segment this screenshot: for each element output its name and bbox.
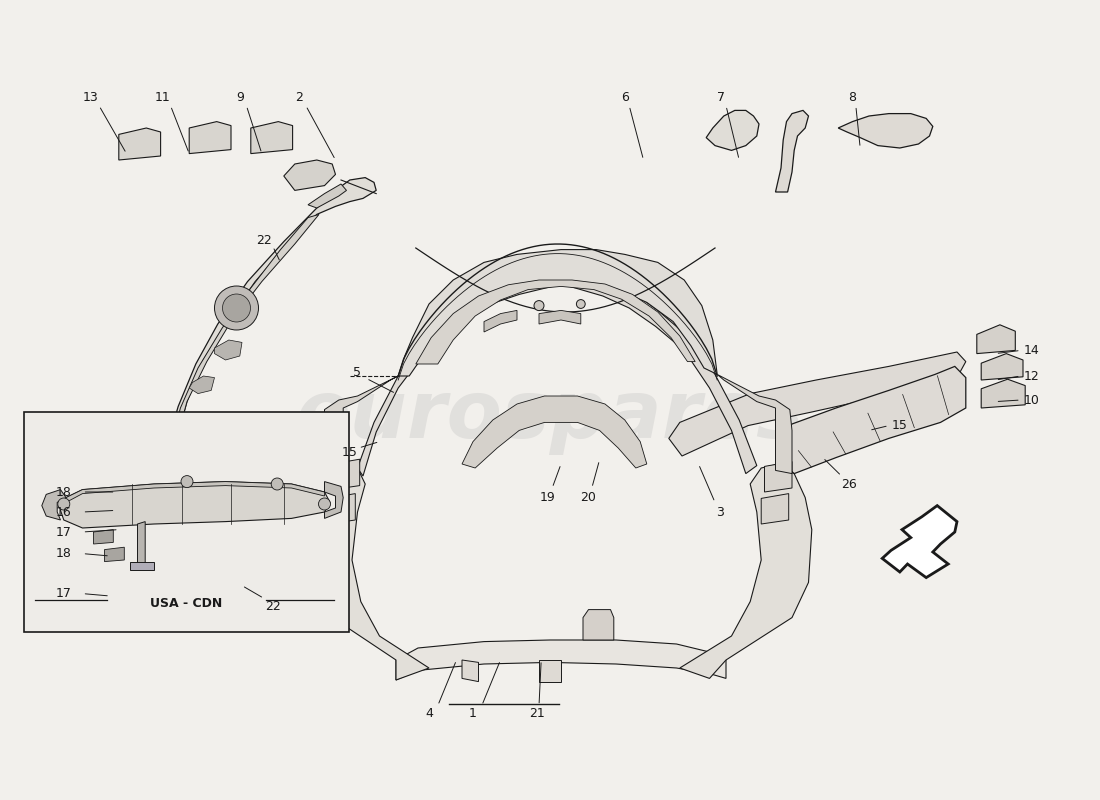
- Polygon shape: [119, 128, 161, 160]
- Circle shape: [576, 300, 585, 308]
- Text: 22: 22: [256, 234, 272, 246]
- Polygon shape: [981, 379, 1025, 408]
- Circle shape: [58, 498, 69, 510]
- Polygon shape: [706, 110, 759, 150]
- Polygon shape: [163, 178, 376, 472]
- Text: 3: 3: [716, 506, 725, 518]
- Polygon shape: [462, 660, 478, 682]
- Circle shape: [272, 478, 283, 490]
- Polygon shape: [170, 214, 319, 446]
- Polygon shape: [484, 310, 517, 332]
- Text: 22: 22: [265, 600, 280, 613]
- Text: 20: 20: [581, 491, 596, 504]
- Circle shape: [214, 286, 258, 330]
- Polygon shape: [416, 280, 695, 364]
- Text: 10: 10: [1024, 394, 1040, 406]
- Text: eurospares: eurospares: [296, 377, 804, 455]
- Polygon shape: [332, 459, 360, 490]
- Polygon shape: [189, 376, 214, 394]
- Text: 4: 4: [425, 707, 433, 720]
- Polygon shape: [981, 354, 1023, 380]
- Text: 7: 7: [716, 91, 725, 104]
- Text: 18: 18: [56, 486, 72, 498]
- Text: 21: 21: [529, 707, 544, 720]
- Text: 6: 6: [620, 91, 629, 104]
- Polygon shape: [462, 396, 647, 468]
- Text: 13: 13: [82, 91, 98, 104]
- Polygon shape: [669, 352, 966, 456]
- Polygon shape: [717, 374, 792, 474]
- Polygon shape: [314, 464, 429, 680]
- Polygon shape: [764, 462, 792, 492]
- Polygon shape: [42, 490, 66, 520]
- Polygon shape: [838, 114, 933, 148]
- Text: 14: 14: [1024, 344, 1040, 357]
- Polygon shape: [60, 482, 330, 528]
- Circle shape: [319, 498, 330, 510]
- Text: 19: 19: [540, 491, 556, 504]
- Text: 15: 15: [892, 419, 907, 432]
- Polygon shape: [156, 470, 185, 492]
- Polygon shape: [94, 530, 113, 544]
- Text: 11: 11: [155, 91, 170, 104]
- Polygon shape: [977, 325, 1015, 354]
- Polygon shape: [680, 464, 812, 678]
- Polygon shape: [189, 122, 231, 154]
- Text: 17: 17: [56, 587, 72, 600]
- Polygon shape: [130, 562, 154, 570]
- Text: 17: 17: [56, 526, 72, 538]
- Polygon shape: [324, 376, 398, 474]
- Text: 5: 5: [353, 366, 362, 378]
- Text: 9: 9: [235, 91, 244, 104]
- Polygon shape: [328, 494, 355, 524]
- Circle shape: [534, 301, 544, 310]
- Text: 15: 15: [342, 446, 358, 458]
- Text: 1: 1: [469, 707, 477, 720]
- Bar: [24, 412, 349, 632]
- Circle shape: [222, 294, 251, 322]
- Text: 26: 26: [842, 478, 857, 490]
- Polygon shape: [882, 506, 957, 578]
- Polygon shape: [539, 660, 561, 682]
- Polygon shape: [284, 160, 336, 190]
- Text: USA - CDN: USA - CDN: [151, 597, 222, 610]
- Polygon shape: [66, 482, 324, 502]
- Polygon shape: [779, 366, 966, 474]
- Polygon shape: [324, 482, 343, 518]
- Text: 2: 2: [295, 91, 304, 104]
- Polygon shape: [358, 274, 559, 476]
- Polygon shape: [308, 184, 346, 208]
- Polygon shape: [539, 310, 581, 324]
- Polygon shape: [104, 547, 124, 562]
- Polygon shape: [148, 418, 178, 442]
- Polygon shape: [761, 494, 789, 524]
- Polygon shape: [563, 274, 757, 474]
- Text: 12: 12: [1024, 370, 1040, 382]
- Polygon shape: [251, 122, 293, 154]
- Text: 8: 8: [848, 91, 857, 104]
- Circle shape: [182, 475, 192, 487]
- Polygon shape: [138, 522, 145, 564]
- Polygon shape: [398, 250, 717, 376]
- Polygon shape: [583, 610, 614, 640]
- Polygon shape: [776, 110, 808, 192]
- Text: 16: 16: [56, 506, 72, 518]
- Polygon shape: [396, 640, 726, 680]
- Polygon shape: [214, 340, 242, 360]
- Text: 18: 18: [56, 547, 72, 560]
